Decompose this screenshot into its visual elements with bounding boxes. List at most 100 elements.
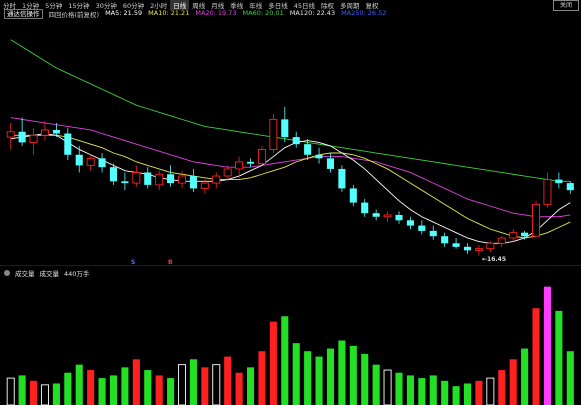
candle-body[interactable] — [98, 158, 106, 168]
period-tab[interactable]: 15分钟 — [68, 2, 90, 10]
volume-bar[interactable] — [109, 375, 118, 405]
volume-bar[interactable] — [372, 364, 380, 405]
volume-bar[interactable] — [543, 286, 551, 405]
candle-body[interactable] — [395, 214, 403, 221]
volume-bar[interactable] — [395, 372, 403, 405]
volume-bar[interactable] — [6, 377, 15, 405]
candle-body[interactable] — [246, 161, 255, 164]
period-tab[interactable]: 1分钟 — [22, 2, 40, 10]
volume-bar[interactable] — [532, 308, 540, 405]
volume-bar[interactable] — [144, 370, 152, 405]
volume-bar[interactable] — [40, 384, 49, 405]
volume-bar[interactable] — [30, 380, 38, 405]
candle-body[interactable] — [418, 225, 426, 231]
candle-body[interactable] — [75, 154, 83, 166]
period-tab[interactable]: 周线 — [192, 2, 206, 10]
volume-bar[interactable] — [475, 380, 483, 405]
candle-body[interactable] — [18, 131, 26, 143]
volume-bar[interactable] — [338, 340, 346, 405]
volume-bar[interactable] — [509, 359, 517, 405]
period-tab[interactable]: 5分钟 — [45, 2, 63, 10]
candle-body[interactable] — [29, 134, 38, 143]
period-tab[interactable]: 多周期 — [340, 2, 360, 10]
price-chart[interactable] — [0, 18, 581, 265]
candle-body[interactable] — [64, 133, 72, 155]
candle-body[interactable] — [452, 243, 460, 247]
candle-body[interactable] — [292, 137, 300, 145]
volume-bar[interactable] — [178, 364, 187, 405]
candle-body[interactable] — [235, 161, 244, 170]
volume-bar[interactable] — [246, 367, 255, 405]
volume-bar[interactable] — [383, 369, 392, 405]
volume-bar[interactable] — [555, 310, 563, 405]
candle-body[interactable] — [167, 174, 175, 184]
volume-bar[interactable] — [326, 348, 335, 405]
volume-bar[interactable] — [498, 370, 506, 405]
candle-body[interactable] — [486, 242, 495, 250]
candle-body[interactable] — [361, 202, 369, 214]
period-tab[interactable]: 月线 — [211, 2, 225, 10]
settings-icon[interactable] — [4, 270, 10, 276]
volume-bar[interactable] — [486, 377, 495, 405]
candle-body[interactable] — [338, 168, 346, 189]
candle-body[interactable] — [429, 230, 437, 237]
close-button[interactable]: 关闭 — [553, 0, 579, 11]
volume-bar[interactable] — [521, 348, 529, 405]
candle-body[interactable] — [52, 129, 60, 134]
volume-bar[interactable] — [441, 380, 449, 405]
candle-body[interactable] — [474, 248, 483, 251]
volume-bar[interactable] — [64, 372, 72, 405]
volume-bar[interactable] — [349, 345, 357, 405]
candle-body[interactable] — [315, 154, 323, 159]
candle-body[interactable] — [223, 168, 232, 177]
candle-body[interactable] — [463, 246, 472, 251]
volume-bar[interactable] — [87, 370, 95, 405]
candle-body[interactable] — [349, 188, 357, 203]
volume-bar[interactable] — [121, 367, 129, 405]
volume-bar[interactable] — [18, 375, 26, 405]
candle-body[interactable] — [304, 144, 312, 155]
candle-body[interactable] — [372, 213, 380, 217]
period-tab[interactable]: 复权 — [365, 2, 379, 10]
period-tab[interactable]: 多日线 — [268, 2, 288, 10]
candle-body[interactable] — [6, 131, 15, 138]
period-tab[interactable]: 30分钟 — [95, 2, 117, 10]
candle-body[interactable] — [86, 157, 95, 166]
volume-bar[interactable] — [281, 316, 289, 405]
volume-bar[interactable] — [429, 375, 437, 405]
candle-body[interactable] — [521, 232, 529, 237]
candle-body[interactable] — [178, 175, 187, 184]
volume-bar[interactable] — [304, 351, 312, 405]
period-tab[interactable]: 分时 — [3, 2, 16, 10]
volume-bar[interactable] — [52, 383, 60, 405]
volume-bar[interactable] — [235, 372, 243, 405]
candle-body[interactable] — [132, 172, 141, 184]
tool-button[interactable]: 通达信操作 — [4, 9, 43, 19]
volume-bar[interactable] — [201, 367, 209, 405]
candle-body[interactable] — [441, 236, 449, 244]
candle-body[interactable] — [406, 220, 414, 226]
period-tab[interactable]: 60分钟 — [122, 2, 145, 10]
volume-bar[interactable] — [155, 375, 163, 405]
candle-body[interactable] — [509, 232, 518, 239]
volume-bar[interactable] — [269, 321, 277, 405]
volume-bar[interactable] — [406, 375, 414, 405]
candle-body[interactable] — [109, 167, 118, 182]
volume-bar[interactable] — [167, 378, 175, 405]
volume-bar[interactable] — [189, 359, 197, 405]
period-tab[interactable]: 年线 — [249, 2, 263, 10]
candle-body[interactable] — [543, 179, 552, 205]
candle-body[interactable] — [281, 119, 289, 138]
volume-bar[interactable] — [463, 383, 472, 405]
period-tab[interactable]: 季线 — [230, 2, 244, 10]
volume-bar[interactable] — [75, 364, 83, 405]
volume-bar[interactable] — [418, 378, 426, 405]
volume-chart[interactable] — [0, 278, 581, 405]
candle-body[interactable] — [566, 183, 574, 191]
candle-body[interactable] — [200, 182, 209, 189]
candle-body[interactable] — [144, 172, 152, 185]
volume-bar[interactable] — [224, 356, 232, 405]
period-tab[interactable]: 除权 — [321, 2, 335, 10]
period-tab[interactable]: 45日线 — [293, 2, 316, 10]
volume-bar[interactable] — [212, 364, 221, 405]
